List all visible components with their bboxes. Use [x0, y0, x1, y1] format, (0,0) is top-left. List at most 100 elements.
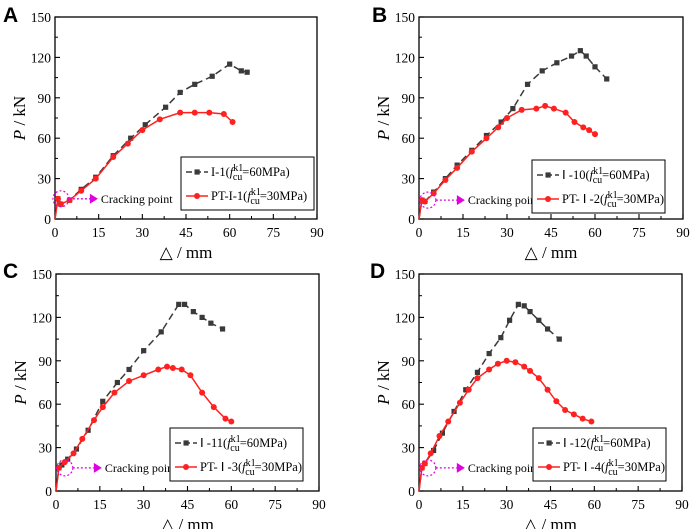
series-1-point — [474, 369, 481, 375]
series-2-point — [164, 363, 171, 370]
y-tick-label: 120 — [31, 50, 52, 65]
legend-f: f — [230, 165, 235, 179]
legend-f: f — [227, 436, 232, 450]
cracking-point-label: Cracking point — [468, 461, 540, 475]
series-2-point — [70, 450, 77, 457]
legend-pre: Ⅰ -10( — [562, 168, 590, 182]
legend-pre: PT- Ⅰ -2( — [562, 192, 604, 206]
series-2-point — [210, 404, 217, 411]
y-axis-label: P / kN — [11, 360, 30, 405]
series-1-point — [114, 379, 120, 386]
series-2-point — [54, 195, 61, 202]
cracking-point-arrowhead — [456, 462, 465, 473]
series-1-point — [238, 68, 244, 74]
series-1-point — [556, 336, 562, 342]
series-2-point — [430, 190, 437, 197]
x-axis-label: △ / mm — [525, 243, 578, 262]
series-2-point — [199, 389, 206, 396]
series-1-point — [554, 60, 560, 66]
y-tick-label: 120 — [395, 310, 416, 325]
x-tick-label: 60 — [588, 225, 602, 240]
x-tick-label: 90 — [676, 225, 690, 240]
cracking-point-arrowhead — [456, 195, 465, 206]
x-tick-label: 0 — [416, 225, 423, 240]
y-axis-label-var: P — [374, 394, 393, 405]
panel-letter: B — [372, 4, 387, 27]
x-tick-label: 45 — [179, 225, 193, 240]
series-1-point — [209, 73, 215, 79]
series-1-point — [486, 350, 492, 357]
legend-label-series-2: PT- Ⅰ -2(fk1 cu=30MPa) — [562, 190, 664, 210]
x-tick-label: 60 — [225, 497, 239, 512]
series-1-point — [244, 69, 250, 75]
series-2-point — [465, 386, 472, 393]
x-tick-label: 30 — [136, 225, 150, 240]
series-2-point — [177, 109, 184, 116]
y-tick-label: 120 — [395, 50, 416, 65]
legend-post: =60MPa) — [240, 436, 287, 450]
series-1-point — [219, 326, 226, 332]
series-2-point — [544, 386, 551, 393]
series-1-point — [539, 68, 545, 74]
series-2-point — [474, 375, 481, 382]
legend-pre: I-1( — [211, 165, 230, 179]
y-tick-label: 90 — [38, 91, 52, 106]
y-tick-label: 90 — [402, 354, 416, 369]
legend-f: f — [590, 168, 595, 182]
y-axis-label: P / kN — [10, 96, 29, 141]
series-1-point — [158, 329, 164, 335]
legend-post: =30MPa) — [617, 192, 664, 206]
series-2-point — [79, 435, 86, 442]
y-axis-label: P / kN — [374, 360, 393, 405]
legend-sub: cu — [594, 443, 603, 454]
cracking-point-label: Cracking point — [101, 192, 173, 206]
series-1-point — [141, 348, 147, 354]
legend-f: f — [591, 436, 596, 450]
legend: I-1(fk1 cu=60MPa)PT-I-1(fk1 cu=30MPa) — [180, 156, 315, 211]
series-2-point — [550, 105, 557, 112]
legend-sup: k1 — [231, 434, 241, 445]
y-tick-label: 150 — [31, 10, 52, 25]
legend-pre: PT-I-1( — [211, 189, 247, 203]
series-1-point — [524, 81, 531, 87]
series-2-point — [570, 411, 577, 418]
legend-pre: PT- Ⅰ -3( — [200, 460, 242, 474]
legend-pre: PT- Ⅰ -4( — [563, 460, 605, 474]
series-2-point — [66, 197, 73, 204]
x-tick-label: 75 — [268, 497, 282, 512]
legend-label-series-1: Ⅰ -11(fk1 cu=60MPa) — [200, 434, 287, 454]
legend-marker-circle — [183, 464, 189, 470]
y-axis-label-unit: / kN — [374, 96, 393, 130]
legend-sup: k1 — [233, 163, 243, 174]
series-1-point — [176, 301, 182, 307]
series-2-point — [562, 406, 569, 413]
series-2-point — [486, 366, 493, 373]
series-1-point — [536, 317, 542, 323]
cracking-point-arrowhead — [89, 193, 98, 204]
series-2-point — [57, 201, 64, 208]
series-2-point — [421, 460, 428, 467]
series-2-point — [178, 366, 185, 373]
series-2-point — [206, 109, 213, 116]
series-2-point — [586, 127, 593, 134]
x-tick-label: 75 — [632, 225, 646, 240]
x-tick-label: 45 — [544, 225, 558, 240]
legend-marker-square — [546, 440, 552, 446]
series-1-point — [521, 303, 527, 309]
legend-post: =30MPa) — [618, 460, 665, 474]
legend-pre: Ⅰ -11( — [200, 436, 227, 450]
series-2-point — [571, 119, 578, 126]
x-tick-label: 30 — [500, 225, 514, 240]
series-2-point — [456, 399, 463, 406]
series-2-point — [228, 418, 235, 425]
cracking-point-label: Cracking point — [105, 461, 177, 475]
series-1-point — [604, 76, 610, 82]
series-2-point — [562, 109, 569, 116]
series-1-point — [577, 48, 583, 54]
series-2-point — [155, 366, 162, 373]
series-1-point — [142, 122, 148, 128]
legend-sup: k1 — [608, 190, 618, 201]
series-2-point — [518, 106, 525, 113]
panel-c: 0 15 30 45 60 75 90 0 30 60 90 120 150 △ / mm P / kN C C… — [3, 260, 326, 529]
x-axis-label: △ / mm — [524, 515, 577, 529]
